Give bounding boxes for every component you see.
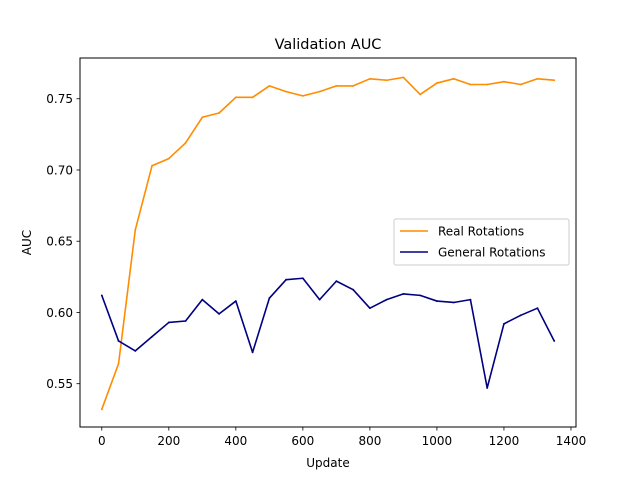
data-point-general-rotations-1100 xyxy=(469,298,472,301)
y-axis-title: AUC xyxy=(20,230,34,255)
data-point-general-rotations-900 xyxy=(402,293,405,295)
data-point-real-rotations-1300 xyxy=(536,77,539,80)
y-tick-label-0.55: 0.55 xyxy=(46,377,73,391)
x-tick-label-1400: 1400 xyxy=(556,434,587,448)
x-tick-label-800: 800 xyxy=(358,434,381,448)
data-point-general-rotations-300 xyxy=(201,298,204,301)
x-tick-label-600: 600 xyxy=(291,434,314,448)
x-tick-label-400: 400 xyxy=(224,434,247,448)
chart-title: Validation AUC xyxy=(275,37,382,53)
legend-frame xyxy=(393,218,570,266)
x-tick-label-200: 200 xyxy=(157,434,180,448)
data-point-general-rotations-550 xyxy=(285,278,288,281)
data-point-general-rotations-1050 xyxy=(452,301,455,304)
data-point-real-rotations-1000 xyxy=(436,82,438,84)
data-point-real-rotations-1350 xyxy=(553,79,556,82)
y-tick-label-0.75: 0.75 xyxy=(46,92,73,106)
data-point-general-rotations-1300 xyxy=(536,307,539,310)
data-point-real-rotations-650 xyxy=(318,90,321,93)
data-point-general-rotations-1150 xyxy=(486,387,489,389)
data-point-general-rotations-750 xyxy=(352,288,355,291)
data-point-real-rotations-550 xyxy=(285,90,288,93)
legend-label-general-rotations: General Rotations xyxy=(438,246,546,260)
data-point-real-rotations-750 xyxy=(352,85,355,87)
data-point-real-rotations-400 xyxy=(234,96,237,99)
data-point-real-rotations-950 xyxy=(419,93,422,96)
data-point-general-rotations-850 xyxy=(385,298,388,301)
x-tick-label-1200: 1200 xyxy=(489,434,520,448)
data-point-real-rotations-250 xyxy=(184,142,187,144)
data-point-general-rotations-600 xyxy=(301,277,304,280)
data-point-general-rotations-950 xyxy=(419,294,422,297)
data-point-real-rotations-1200 xyxy=(503,80,505,83)
data-point-general-rotations-1350 xyxy=(553,340,556,342)
data-point-real-rotations-50 xyxy=(117,362,120,365)
data-point-general-rotations-500 xyxy=(268,297,271,300)
legend: Real Rotations General Rotations xyxy=(393,218,570,266)
data-point-real-rotations-1250 xyxy=(519,83,522,86)
series-line-general-rotations xyxy=(101,277,555,389)
data-point-general-rotations-100 xyxy=(134,350,137,352)
data-point-real-rotations-450 xyxy=(251,96,254,99)
data-point-general-rotations-650 xyxy=(318,298,321,301)
data-point-general-rotations-1000 xyxy=(436,300,438,302)
data-point-real-rotations-1150 xyxy=(486,83,489,86)
y-tick-label-0.60: 0.60 xyxy=(46,306,73,320)
x-tick-label-0: 0 xyxy=(98,434,106,448)
data-point-real-rotations-700 xyxy=(335,85,338,87)
data-point-general-rotations-200 xyxy=(167,321,170,324)
data-point-general-rotations-700 xyxy=(335,280,338,283)
data-point-real-rotations-300 xyxy=(201,116,204,119)
data-point-real-rotations-1050 xyxy=(452,77,455,80)
data-point-real-rotations-150 xyxy=(151,164,153,167)
data-point-general-rotations-400 xyxy=(234,300,237,302)
y-tick-label-0.70: 0.70 xyxy=(46,163,73,177)
data-point-general-rotations-450 xyxy=(251,351,254,354)
data-point-real-rotations-500 xyxy=(268,85,271,87)
data-point-general-rotations-0 xyxy=(100,294,103,297)
data-point-general-rotations-1200 xyxy=(503,322,505,325)
data-point-real-rotations-900 xyxy=(402,76,405,79)
data-point-general-rotations-150 xyxy=(151,335,153,338)
data-point-real-rotations-100 xyxy=(134,228,137,231)
y-tick-label-0.65: 0.65 xyxy=(46,235,73,249)
legend-label-real-rotations: Real Rotations xyxy=(438,225,524,239)
data-point-real-rotations-850 xyxy=(385,79,388,82)
x-tick-label-1000: 1000 xyxy=(422,434,453,448)
data-point-real-rotations-800 xyxy=(368,77,371,80)
data-point-real-rotations-1100 xyxy=(469,83,472,86)
data-point-general-rotations-50 xyxy=(117,340,120,342)
data-point-real-rotations-0 xyxy=(100,408,103,411)
data-point-real-rotations-350 xyxy=(218,112,220,114)
data-point-general-rotations-250 xyxy=(184,320,187,322)
series-line-real-rotations xyxy=(101,76,555,410)
plot-frame xyxy=(79,57,577,428)
data-point-general-rotations-800 xyxy=(368,307,371,310)
data-point-general-rotations-350 xyxy=(218,312,220,315)
data-point-real-rotations-600 xyxy=(301,95,304,97)
data-point-real-rotations-200 xyxy=(167,157,170,160)
data-point-general-rotations-1250 xyxy=(519,314,522,317)
x-axis-title: Update xyxy=(306,456,349,470)
